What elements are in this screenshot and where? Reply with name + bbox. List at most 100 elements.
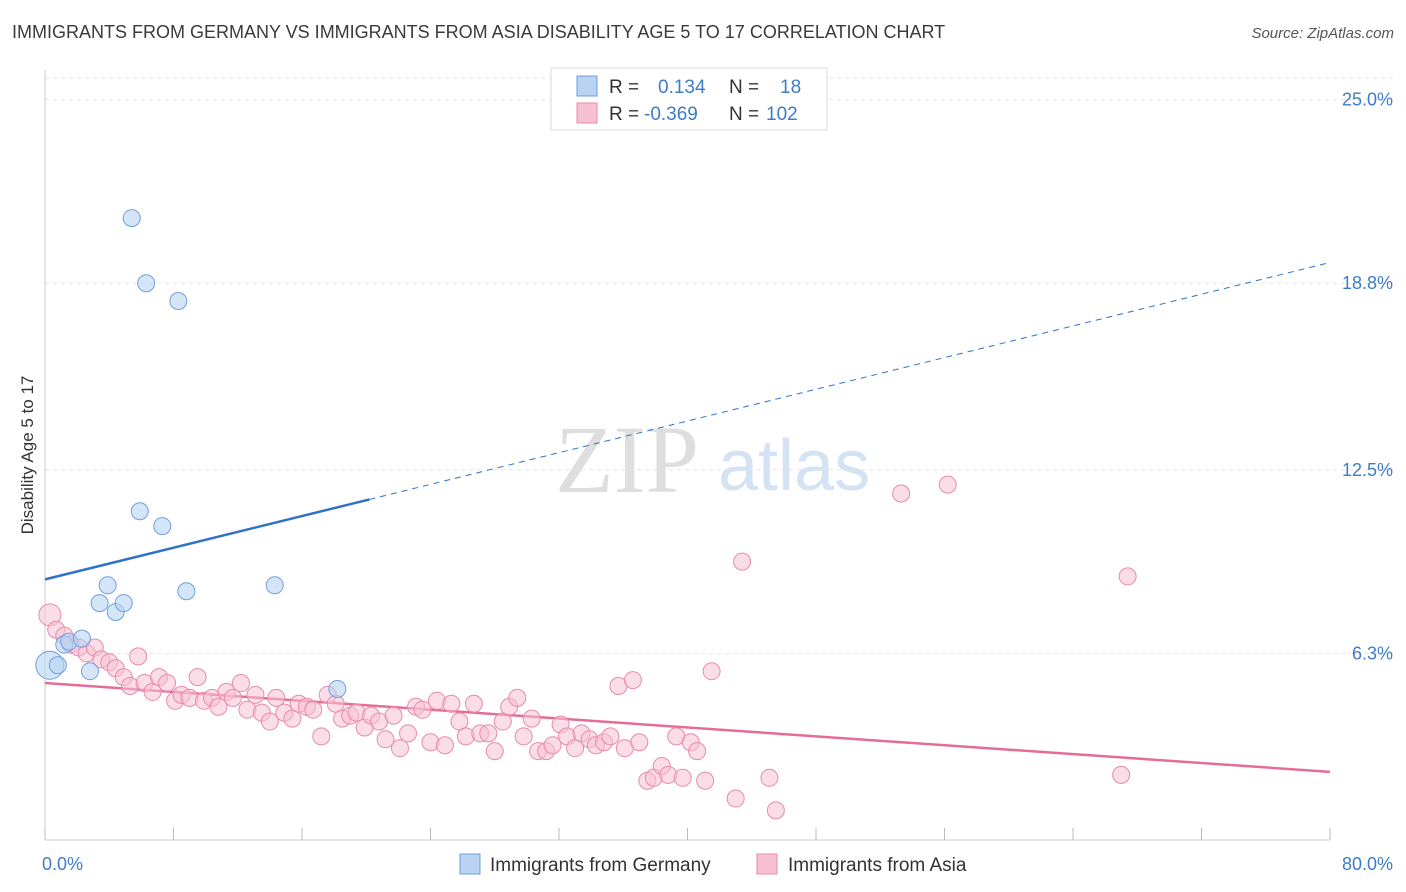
point-asia-20: [188, 668, 207, 687]
point-asia-66: [522, 709, 541, 728]
point-asia-97: [1112, 765, 1131, 784]
point-asia-80: [623, 671, 642, 690]
point-asia-42: [347, 703, 366, 722]
x-tick-labels: 0.0% 80.0%: [42, 854, 1393, 874]
legend-r-label-germany: R =: [609, 77, 639, 98]
bottom-legend: Immigrants from Germany Immigrants from …: [459, 853, 967, 876]
point-asia-26: [231, 674, 250, 693]
point-germany-7: [98, 576, 117, 595]
point-asia-57: [456, 727, 475, 746]
point-asia-64: [508, 688, 527, 707]
point-germany-15: [177, 582, 196, 601]
point-asia-99: [938, 475, 957, 494]
grid: [45, 77, 1393, 654]
point-asia-16: [158, 674, 177, 693]
point-asia-19: [180, 688, 199, 707]
point-asia-27: [238, 700, 257, 719]
point-asia-47: [384, 706, 403, 725]
point-germany-6: [90, 594, 109, 613]
point-asia-31: [267, 688, 286, 707]
point-asia-56: [450, 712, 469, 731]
chart-title: IMMIGRANTS FROM GERMANY VS IMMIGRANTS FR…: [12, 22, 945, 42]
point-asia-96: [892, 484, 911, 503]
point-asia-90: [696, 771, 715, 790]
point-asia-95: [766, 801, 785, 820]
legend-n-value-germany: 18: [780, 77, 801, 98]
point-asia-46: [376, 730, 395, 749]
point-asia-23: [209, 697, 228, 716]
point-asia-98: [1118, 567, 1137, 586]
point-asia-69: [543, 736, 562, 755]
point-asia-61: [485, 742, 504, 761]
axes: [44, 70, 1331, 841]
point-asia-48: [390, 739, 409, 758]
x-tick-label-0: 0.0%: [42, 854, 83, 874]
point-asia-92: [726, 789, 745, 808]
bottom-legend-swatch-asia: [756, 853, 778, 875]
point-germany-1: [48, 656, 67, 675]
point-germany-16: [265, 576, 284, 595]
x-tick-label-1: 80.0%: [1342, 854, 1393, 874]
bottom-legend-swatch-germany: [459, 853, 481, 875]
bottom-legend-label-germany: Immigrants from Germany: [490, 855, 711, 876]
legend-r-label-asia: R =: [609, 104, 639, 125]
y-tick-label-2: 18.8%: [1342, 273, 1393, 293]
point-germany-4: [72, 629, 91, 648]
y-tick-labels: 6.3% 12.5% 18.8% 25.0%: [1342, 90, 1393, 664]
point-asia-89: [688, 742, 707, 761]
point-asia-28: [246, 685, 265, 704]
point-asia-49: [399, 724, 418, 743]
data-points: [35, 209, 1137, 820]
legend-r-value-germany: 0.134: [658, 77, 706, 98]
point-asia-12: [129, 647, 148, 666]
point-asia-77: [601, 727, 620, 746]
point-asia-54: [435, 736, 454, 755]
y-tick-label-1: 12.5%: [1342, 460, 1393, 480]
point-asia-25: [223, 688, 242, 707]
point-germany-10: [122, 209, 141, 228]
point-asia-85: [659, 765, 678, 784]
legend-swatch-germany: [576, 75, 598, 97]
point-germany-12: [137, 274, 156, 293]
watermark-zip: ZIP: [555, 406, 699, 513]
point-asia-93: [733, 552, 752, 571]
point-germany-5: [80, 662, 99, 681]
point-asia-53: [427, 691, 446, 710]
point-asia-62: [493, 712, 512, 731]
point-asia-14: [143, 682, 162, 701]
point-asia-58: [464, 694, 483, 713]
point-asia-33: [283, 709, 302, 728]
point-germany-13: [153, 517, 172, 536]
legend-swatch-asia: [576, 102, 598, 124]
point-germany-17: [328, 679, 347, 698]
point-germany-14: [169, 292, 188, 310]
legend-r-value-asia: -0.369: [644, 104, 698, 125]
point-asia-60: [479, 724, 498, 743]
point-asia-94: [760, 768, 779, 787]
point-asia-65: [514, 727, 533, 746]
point-asia-51: [413, 700, 432, 719]
legend: R = 0.134 N = 18 R = -0.369 N = 102: [550, 67, 828, 131]
legend-n-label-asia: N =: [729, 104, 759, 125]
point-germany-9: [114, 594, 133, 613]
trend-germany: [44, 498, 370, 581]
point-asia-87: [673, 768, 692, 787]
legend-n-label-germany: N =: [729, 77, 759, 98]
point-asia-52: [421, 733, 440, 752]
chart-source: Source: ZipAtlas.com: [1251, 25, 1394, 42]
point-asia-30: [260, 712, 279, 731]
point-asia-11: [121, 677, 140, 695]
watermark: ZIP atlas: [555, 406, 870, 513]
point-asia-55: [442, 694, 461, 713]
point-asia-72: [566, 739, 585, 758]
bottom-legend-label-asia: Immigrants from Asia: [788, 855, 967, 876]
y-tick-label-3: 25.0%: [1342, 90, 1393, 110]
point-asia-36: [304, 700, 323, 719]
point-asia-91: [702, 662, 721, 681]
y-tick-label-0: 6.3%: [1352, 643, 1393, 663]
y-axis-label: Disability Age 5 to 17: [18, 376, 37, 535]
point-asia-81: [630, 733, 649, 752]
legend-n-value-asia: 102: [766, 104, 798, 125]
point-germany-11: [130, 502, 149, 521]
